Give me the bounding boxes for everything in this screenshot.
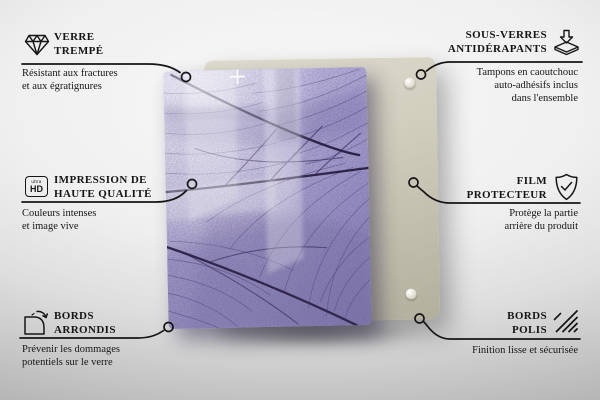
polished-edge-icon <box>552 308 579 340</box>
ultra-hd-label-top: ultra <box>31 178 42 184</box>
ultra-hd-icon: ultra HD <box>25 176 48 197</box>
feature-film-protecteur: FILM PROTECTEUR Protège la partie arrièr… <box>400 173 580 237</box>
feature-title: SOUS-VERRES ANTIDÉRAPANTS <box>447 29 547 55</box>
feature-bords-arrondis: BORDS ARRONDIS Prévenir les dommages pot… <box>20 306 195 370</box>
rounded-corner-icon <box>22 308 50 341</box>
ultra-hd-label-bottom: HD <box>30 183 43 194</box>
feature-subtitle: Résistant aux fractures et aux égratignu… <box>22 68 118 92</box>
feature-subtitle: Tampons en caoutchouc auto-adhésifs incl… <box>476 67 578 104</box>
feature-sous-verres: SOUS-VERRES ANTIDÉRAPANTS Tampons en cao… <box>400 28 580 104</box>
feature-title: BORDS ARRONDIS <box>54 310 116 336</box>
diamond-icon <box>24 34 50 61</box>
feature-subtitle: Couleurs intenses et image vive <box>22 208 97 232</box>
feature-title: IMPRESSION DE HAUTE QUALITÉ <box>54 174 152 200</box>
anti-slip-pad-icon <box>553 29 580 62</box>
feature-title: VERRE TREMPÉ <box>54 31 104 57</box>
shield-check-icon <box>554 173 579 206</box>
glass-panel-artwork <box>163 66 372 330</box>
feature-impression-hd: ultra HD IMPRESSION DE HAUTE QUALITÉ Cou… <box>20 173 190 237</box>
feature-title: FILM PROTECTEUR <box>466 175 547 201</box>
feature-subtitle: Prévenir les dommages potentiels sur le … <box>22 344 120 368</box>
feature-subtitle: Finition lisse et sécurisée <box>472 345 578 356</box>
feature-verre-trempe: VERRE TREMPÉ Résistant aux fractures et … <box>20 30 190 94</box>
feature-bords-polis: BORDS POLIS Finition lisse et sécurisée <box>400 306 580 370</box>
feature-subtitle: Protège la partie arrière du produit <box>504 208 578 232</box>
feature-title: BORDS POLIS <box>507 310 547 336</box>
